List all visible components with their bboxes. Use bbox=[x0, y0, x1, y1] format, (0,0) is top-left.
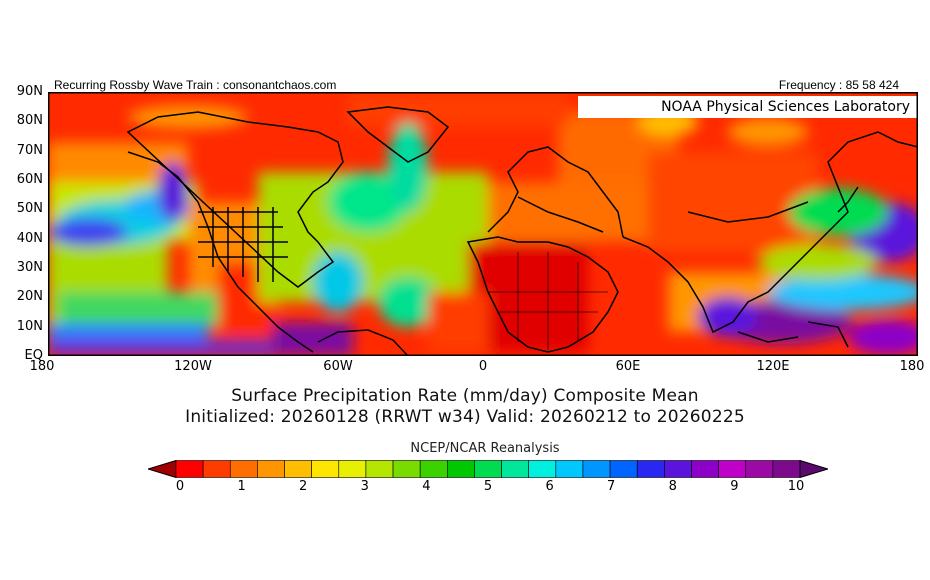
coastlines bbox=[126, 106, 918, 356]
colorbar bbox=[148, 460, 828, 478]
colorbar-swatch bbox=[718, 460, 747, 478]
lat-tick-label: 70N bbox=[16, 142, 43, 158]
colorbar-tick-label: 0 bbox=[175, 479, 185, 494]
lon-tick-label: 180 bbox=[29, 359, 55, 374]
colorbar-swatch bbox=[419, 460, 448, 478]
colorbar-swatch bbox=[447, 460, 475, 478]
lon-tick-label: 60E bbox=[615, 359, 641, 374]
header-left-text: Recurring Rossby Wave Train : consonantc… bbox=[54, 78, 337, 92]
chart-subtitle: Initialized: 20260128 (RRWT w34) Valid: … bbox=[185, 407, 745, 427]
country-borders bbox=[488, 252, 608, 350]
lon-tick-label: 120E bbox=[756, 359, 790, 374]
chart-title: Surface Precipitation Rate (mm/day) Comp… bbox=[231, 386, 699, 406]
lat-tick-label: EQ bbox=[24, 348, 43, 363]
colorbar-swatch bbox=[691, 460, 719, 478]
colorbar-tick-label: 4 bbox=[422, 479, 431, 494]
colorbar-swatch bbox=[772, 460, 801, 478]
colorbar-swatch bbox=[365, 460, 394, 478]
lat-tick-label: 20N bbox=[16, 289, 43, 305]
colorbar-tick-label: 3 bbox=[360, 479, 369, 494]
colorbar-swatch bbox=[311, 460, 340, 478]
colorbar-tick-label: 7 bbox=[607, 479, 616, 494]
colorbar-swatch bbox=[284, 460, 312, 478]
colorbar-swatch bbox=[338, 460, 367, 478]
map-canvas: NOAA Physical Sciences Laboratory bbox=[48, 92, 918, 356]
colorbar-svg bbox=[148, 460, 828, 478]
colorbar-swatch bbox=[175, 460, 204, 478]
map-border bbox=[48, 92, 918, 356]
colorbar-min-arrow bbox=[148, 460, 177, 478]
colorbar-swatch bbox=[609, 460, 638, 478]
colorbar-tick-label: 1 bbox=[237, 479, 246, 494]
colorbar-swatch bbox=[636, 460, 665, 478]
colorbar-swatch bbox=[229, 460, 258, 478]
colorbar-max-arrow bbox=[799, 460, 828, 478]
noaa-label: NOAA Physical Sciences Laboratory bbox=[661, 99, 910, 115]
colorbar-swatch bbox=[664, 460, 692, 478]
colorbar-swatch bbox=[474, 460, 502, 478]
lat-tick-label: 50N bbox=[16, 201, 43, 217]
colorbar-swatch bbox=[745, 460, 774, 478]
lon-tick-label: 60W bbox=[323, 359, 353, 374]
colorbar-tick-label: 9 bbox=[730, 479, 739, 494]
colorbar-swatch bbox=[501, 460, 529, 478]
header-right-text: Frequency : 85 58 424 bbox=[778, 78, 899, 92]
colorbar-swatch bbox=[555, 460, 584, 478]
colorbar-tick-label: 2 bbox=[299, 479, 308, 494]
lat-tick-label: 80N bbox=[16, 113, 43, 129]
precipitation-map: NOAA Physical Sciences Laboratory bbox=[48, 92, 918, 356]
colorbar-tick-label: 10 bbox=[787, 479, 805, 494]
colorbar-swatch bbox=[257, 460, 285, 478]
colorbar-swatch bbox=[202, 460, 231, 478]
lat-tick-label: 40N bbox=[16, 230, 43, 246]
lon-tick-label: 0 bbox=[478, 359, 488, 374]
colorbar-swatch bbox=[392, 460, 421, 478]
colorbar-tick-label: 8 bbox=[668, 479, 677, 494]
noaa-label-box bbox=[578, 96, 918, 118]
lat-tick-label: 10N bbox=[16, 318, 43, 334]
lat-tick-label: 30N bbox=[16, 260, 43, 275]
precip-field bbox=[48, 92, 918, 356]
colorbar-swatch bbox=[528, 460, 557, 478]
lat-tick-label: 60N bbox=[16, 172, 43, 187]
colorbar-swatch bbox=[582, 460, 611, 478]
lon-tick-label: 120W bbox=[174, 359, 212, 374]
colorbar-tick-label: 6 bbox=[545, 479, 554, 494]
lon-tick-label: 180 bbox=[899, 359, 925, 374]
lat-tick-label: 90N bbox=[16, 84, 43, 99]
colorbar-tick-label: 5 bbox=[483, 479, 493, 494]
data-source: NCEP/NCAR Reanalysis bbox=[410, 441, 560, 456]
